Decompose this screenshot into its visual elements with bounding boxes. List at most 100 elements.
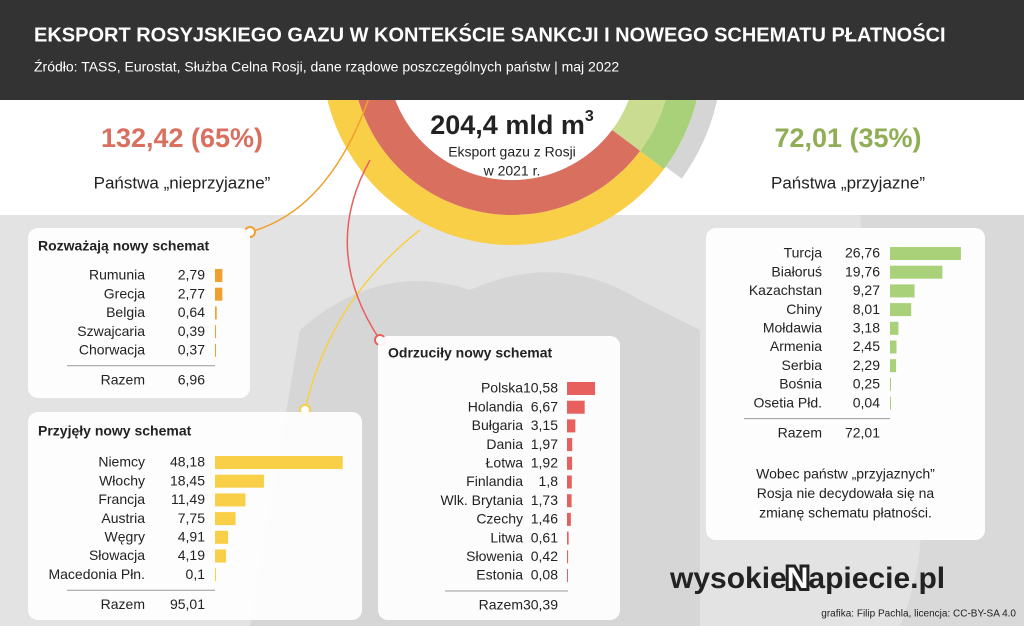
value-label: 1,97 [531,436,558,452]
total-name: Razem [778,424,822,440]
bar [215,549,227,563]
value-label: 1,73 [531,492,558,508]
value-label: 4,91 [178,529,205,545]
total-value: 30,39 [523,597,558,613]
logo: wysokieNapiecie.pl [669,562,945,595]
value-label: 0,04 [853,394,880,410]
country-label: Czechy [476,511,523,527]
bar [567,475,572,489]
bar [890,247,961,260]
bar [215,306,217,320]
country-label: Rumunia [89,267,145,283]
bar [567,382,596,395]
credit: grafika: Filip Pachla, licencja: CC-BY-S… [821,609,1016,620]
panel [378,336,620,620]
country-label: Niemcy [98,454,145,470]
bar [215,287,223,301]
donut-caption: Eksport gazu z Rosji [448,144,576,160]
total-name: Razem [479,597,523,613]
panel-title: Odrzuciły nowy schemat [388,345,552,361]
bar [215,512,236,526]
header-source: Źródło: TASS, Eurostat, Służba Celna Ros… [34,59,619,75]
donut-total-unit: 3 [585,108,594,125]
value-label: 1,8 [539,473,559,489]
country-label: Wlk. Brytania [441,492,524,508]
country-label: Kazachstan [749,282,822,298]
value-label: 0,39 [178,323,205,339]
bar [890,265,943,279]
bar [215,474,264,488]
value-label: 2,29 [853,357,880,373]
value-label: 2,45 [853,338,880,354]
total-name: Razem [101,596,145,612]
value-label: 26,76 [845,245,880,261]
value-label: 0,25 [853,376,880,392]
country-label: Szwajcaria [77,323,145,339]
logo-part: wysokie [669,562,787,595]
country-label: Finlandia [466,473,523,489]
country-label: Belgia [106,304,145,320]
country-label: Chorwacja [79,342,145,358]
value-label: 19,76 [845,263,880,279]
bar [215,269,223,282]
bar [890,377,891,391]
bar [567,569,568,582]
bar [215,343,216,357]
panel-title: Przyjęły nowy schemat [38,423,192,439]
value-label: 0,42 [531,548,558,564]
country-label: Bułgaria [472,417,524,433]
value-label: 6,67 [531,398,558,414]
panel-title: Rozważają nowy schemat [38,238,210,254]
bar [890,340,897,354]
country-label: Włochy [99,472,145,488]
donut-total-value: 204,4 mld m [430,110,585,140]
note: Rosja nie decydowała się na [757,485,935,501]
logo-part: apiecie.pl [808,562,945,595]
country-label: Polska [481,380,523,396]
bar [567,550,569,564]
value-label: 1,92 [531,455,558,471]
panel [706,228,985,540]
bar [567,438,573,452]
donut-outer-segment [322,0,665,245]
bar [215,325,217,339]
bar [567,400,585,414]
country-label: Mołdawia [763,320,822,336]
bar [567,419,576,433]
donut-total: 204,4 mld m3 [430,108,594,140]
country-label: Bośnia [779,376,822,392]
bar [890,303,912,317]
total-value: 95,01 [170,596,205,612]
country-label: Litwa [490,529,523,545]
connector [304,229,421,411]
logo-part: N [787,562,809,595]
country-label: Austria [101,510,145,526]
connector [346,159,381,341]
value-label: 3,15 [531,417,558,433]
country-label: Chiny [786,301,822,317]
country-label: Białoruś [771,263,822,279]
value-label: 2,77 [178,285,205,301]
total-value: 6,96 [178,372,205,388]
donut-caption: w 2021 r. [483,163,541,179]
total-name: Razem [101,372,145,388]
bar [890,284,915,298]
bar [890,396,891,410]
bar [567,512,571,526]
group-label: Państwa „nieprzyjazne” [94,173,271,192]
value-label: 48,18 [170,454,205,470]
bar [215,493,246,507]
value-label: 4,19 [178,547,205,563]
country-label: Francja [98,491,145,507]
country-label: Estonia [476,567,523,583]
value-label: 0,08 [531,567,558,583]
group-value: 132,42 (65%) [101,123,263,153]
value-label: 11,49 [171,491,205,507]
value-label: 1,46 [531,511,558,527]
value-label: 7,75 [178,510,205,526]
note: Wobec państw „przyjaznych” [756,465,935,481]
country-label: Łotwa [486,455,524,471]
value-label: 0,1 [186,566,206,582]
country-label: Armenia [770,338,822,354]
